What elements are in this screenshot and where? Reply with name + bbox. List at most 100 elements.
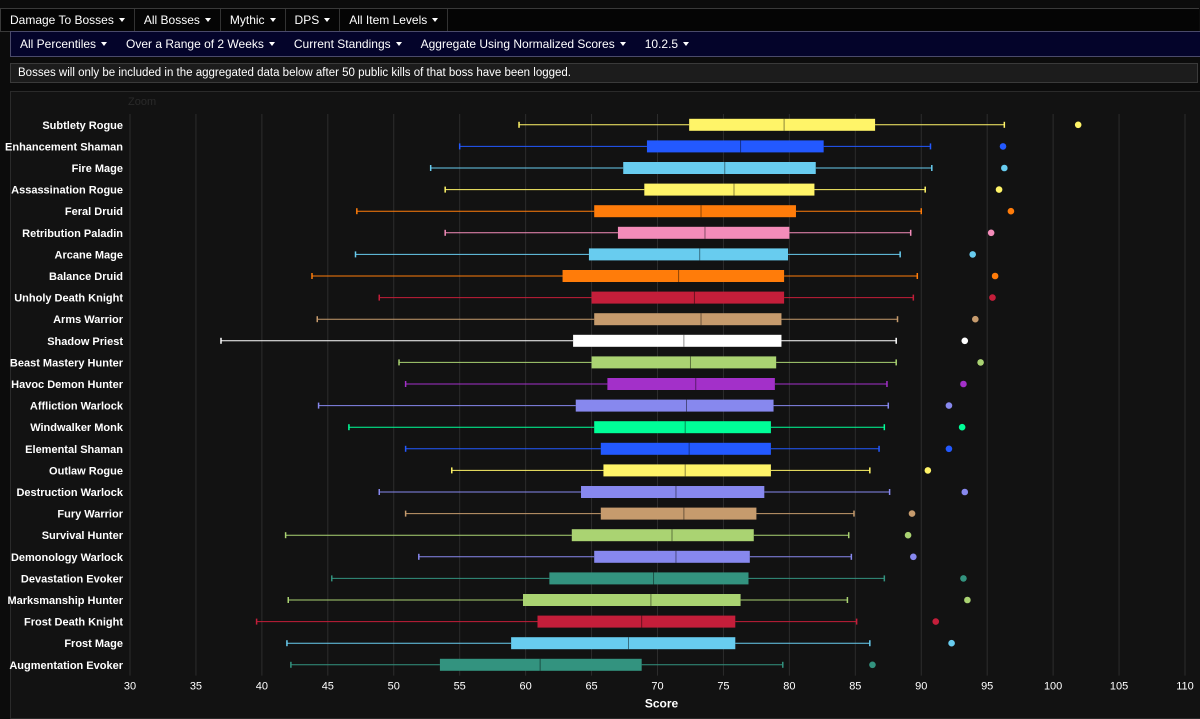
outlier-point [969, 251, 976, 258]
outlier-point [977, 359, 984, 366]
iqr-box [623, 162, 816, 174]
category-label: Feral Druid [65, 206, 123, 218]
iqr-box [562, 270, 785, 282]
iqr-box [646, 140, 824, 153]
time-range-dropdown-label: Over a Range of 2 Weeks [126, 37, 264, 51]
iqr-box [522, 594, 741, 606]
iqr-box [603, 464, 771, 477]
time-range-dropdown[interactable]: Over a Range of 2 Weeks [117, 32, 285, 56]
category-label: Elemental Shaman [25, 444, 123, 456]
outlier-point [960, 575, 967, 582]
iqr-box [537, 615, 736, 628]
x-tick-label: 75 [717, 681, 729, 693]
percentile-dropdown-label: All Percentiles [20, 37, 97, 51]
top-filter-bar: Damage To Bosses All Bosses Mythic DPS A… [0, 8, 1199, 32]
caret-down-icon [619, 42, 626, 46]
category-label: Unholy Death Knight [14, 293, 123, 305]
category-label: Fire Mage [72, 163, 123, 175]
x-tick-label: 100 [1044, 681, 1062, 693]
category-label: Affliction Warlock [30, 401, 124, 413]
x-tick-label: 85 [849, 681, 861, 693]
outlier-point [991, 272, 999, 280]
caret-down-icon [395, 42, 402, 46]
x-axis-title: Score [645, 697, 679, 711]
category-label: Arcane Mage [55, 249, 123, 261]
outlier-point [932, 618, 940, 625]
aggregate-dropdown[interactable]: Aggregate Using Normalized Scores [412, 32, 636, 56]
category-label: Frost Death Knight [24, 617, 123, 629]
outlier-point [995, 186, 1003, 193]
outlier-point [1074, 121, 1082, 129]
category-label: Beast Mastery Hunter [10, 357, 124, 369]
outlier-point [961, 488, 969, 496]
category-label: Demonology Warlock [11, 552, 124, 564]
metric-dropdown-label: Damage To Bosses [10, 13, 114, 27]
standings-dropdown-label: Current Standings [293, 37, 391, 51]
secondary-filter-bar: All Percentiles Over a Range of 2 Weeks … [10, 31, 1200, 57]
x-tick-label: 30 [124, 681, 136, 693]
outlier-point [964, 596, 971, 604]
category-label: Augmentation Evoker [9, 660, 123, 672]
iqr-box [607, 378, 775, 390]
iqr-box [617, 226, 790, 239]
caret-down-icon [101, 42, 108, 46]
difficulty-dropdown-label: Mythic [229, 13, 265, 27]
percentile-dropdown[interactable]: All Percentiles [11, 32, 117, 56]
caret-down-icon [324, 18, 331, 22]
x-tick-label: 35 [190, 681, 202, 693]
x-tick-label: 65 [585, 681, 597, 693]
outlier-point [987, 229, 995, 237]
x-tick-label: 70 [651, 681, 663, 693]
outlier-point [999, 143, 1007, 150]
x-tick-label: 55 [454, 681, 466, 693]
item-level-dropdown-label: All Item Levels [349, 13, 428, 27]
metric-dropdown[interactable]: Damage To Bosses [1, 9, 135, 31]
category-label: Enhancement Shaman [5, 141, 123, 153]
category-label: Assassination Rogue [11, 185, 123, 197]
boss-dropdown[interactable]: All Bosses [135, 9, 221, 31]
iqr-box [594, 550, 750, 563]
category-label: Fury Warrior [57, 509, 123, 521]
iqr-box [511, 637, 736, 650]
iqr-box [594, 205, 796, 218]
category-label: Devastation Evoker [21, 573, 124, 585]
caret-down-icon [269, 18, 276, 22]
patch-dropdown-label: 10.2.5 [644, 37, 679, 51]
category-label: Frost Mage [64, 638, 123, 650]
outlier-point [924, 467, 932, 474]
iqr-box [600, 507, 757, 520]
difficulty-dropdown[interactable]: Mythic [221, 9, 286, 31]
caret-down-icon [118, 18, 125, 22]
iqr-box [594, 421, 771, 434]
iqr-box [600, 442, 771, 455]
caret-down-icon [432, 18, 439, 22]
category-label: Windwalker Monk [30, 422, 124, 434]
caret-down-icon [268, 42, 275, 46]
iqr-box [575, 399, 774, 412]
info-notice: Bosses will only be included in the aggr… [10, 63, 1198, 83]
iqr-box [594, 313, 782, 326]
iqr-box [573, 334, 782, 347]
category-label: Survival Hunter [42, 530, 124, 542]
patch-dropdown[interactable]: 10.2.5 [636, 32, 699, 56]
outlier-point [958, 423, 966, 431]
zoom-label[interactable]: Zoom [128, 96, 157, 108]
caret-down-icon [683, 42, 690, 46]
standings-dropdown[interactable]: Current Standings [285, 32, 412, 56]
boss-dropdown-label: All Bosses [143, 13, 200, 27]
aggregate-dropdown-label: Aggregate Using Normalized Scores [420, 37, 615, 51]
iqr-box [571, 529, 754, 542]
iqr-box [591, 291, 785, 304]
outlier-point [945, 445, 953, 453]
outlier-point [961, 337, 969, 345]
outlier-point [945, 402, 953, 409]
x-tick-label: 45 [322, 681, 334, 693]
role-dropdown[interactable]: DPS [286, 9, 341, 31]
item-level-dropdown[interactable]: All Item Levels [340, 9, 449, 31]
outlier-point [904, 531, 912, 539]
category-label: Destruction Warlock [16, 487, 123, 499]
x-tick-label: 80 [783, 681, 795, 693]
category-label: Balance Druid [49, 271, 123, 283]
x-tick-label: 95 [981, 681, 993, 693]
